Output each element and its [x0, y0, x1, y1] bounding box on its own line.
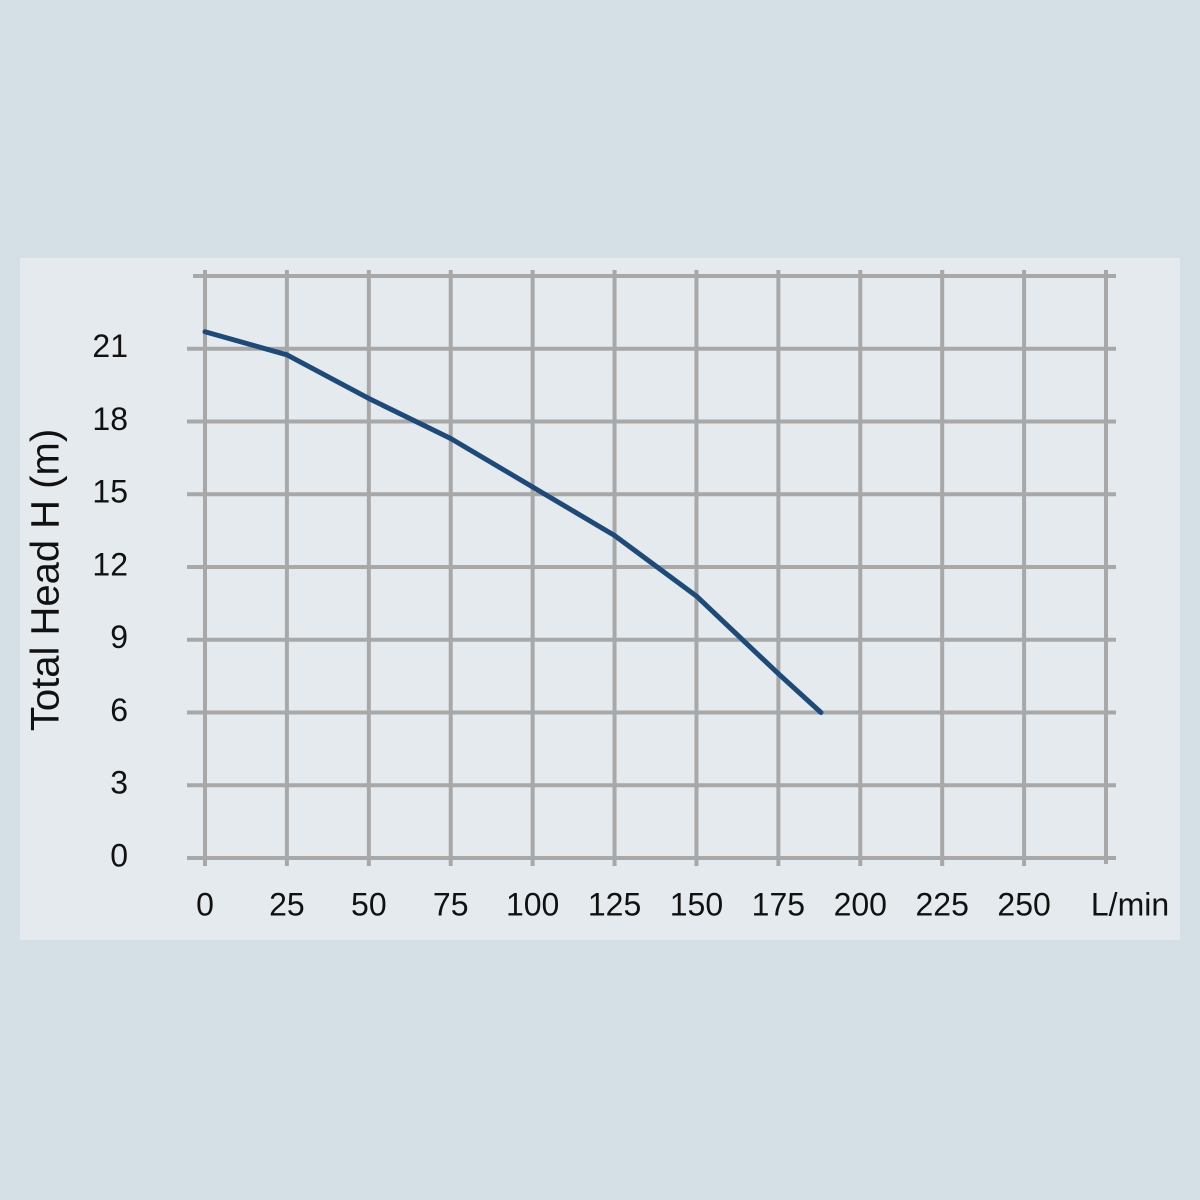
x-tick-label: 75 [433, 886, 469, 922]
x-tick-label: 100 [506, 886, 559, 922]
y-axis-title: Total Head H (m) [24, 429, 68, 731]
x-tick-label: 250 [997, 886, 1050, 922]
y-tick-label: 21 [92, 328, 128, 364]
y-tick-label: 15 [92, 474, 128, 510]
y-tick-label: 3 [110, 765, 128, 801]
y-tick-label: 12 [92, 546, 128, 582]
x-tick-label: 150 [670, 886, 723, 922]
data-line [202, 329, 824, 715]
x-tick-label: 25 [269, 886, 305, 922]
y-tick-label: 18 [92, 401, 128, 437]
y-tick-label: 9 [110, 619, 128, 655]
y-tick-label: 0 [110, 837, 128, 873]
x-tick-label: 0 [196, 886, 214, 922]
x-tick-label: 125 [588, 886, 641, 922]
y-tick-label: 6 [110, 692, 128, 728]
chart-panel [20, 258, 1180, 940]
x-tick-label: 175 [752, 886, 805, 922]
x-axis-unit: L/min [1091, 886, 1169, 922]
x-tick-label: 225 [915, 886, 968, 922]
x-tick-label: 50 [351, 886, 387, 922]
x-tick-label: 200 [834, 886, 887, 922]
